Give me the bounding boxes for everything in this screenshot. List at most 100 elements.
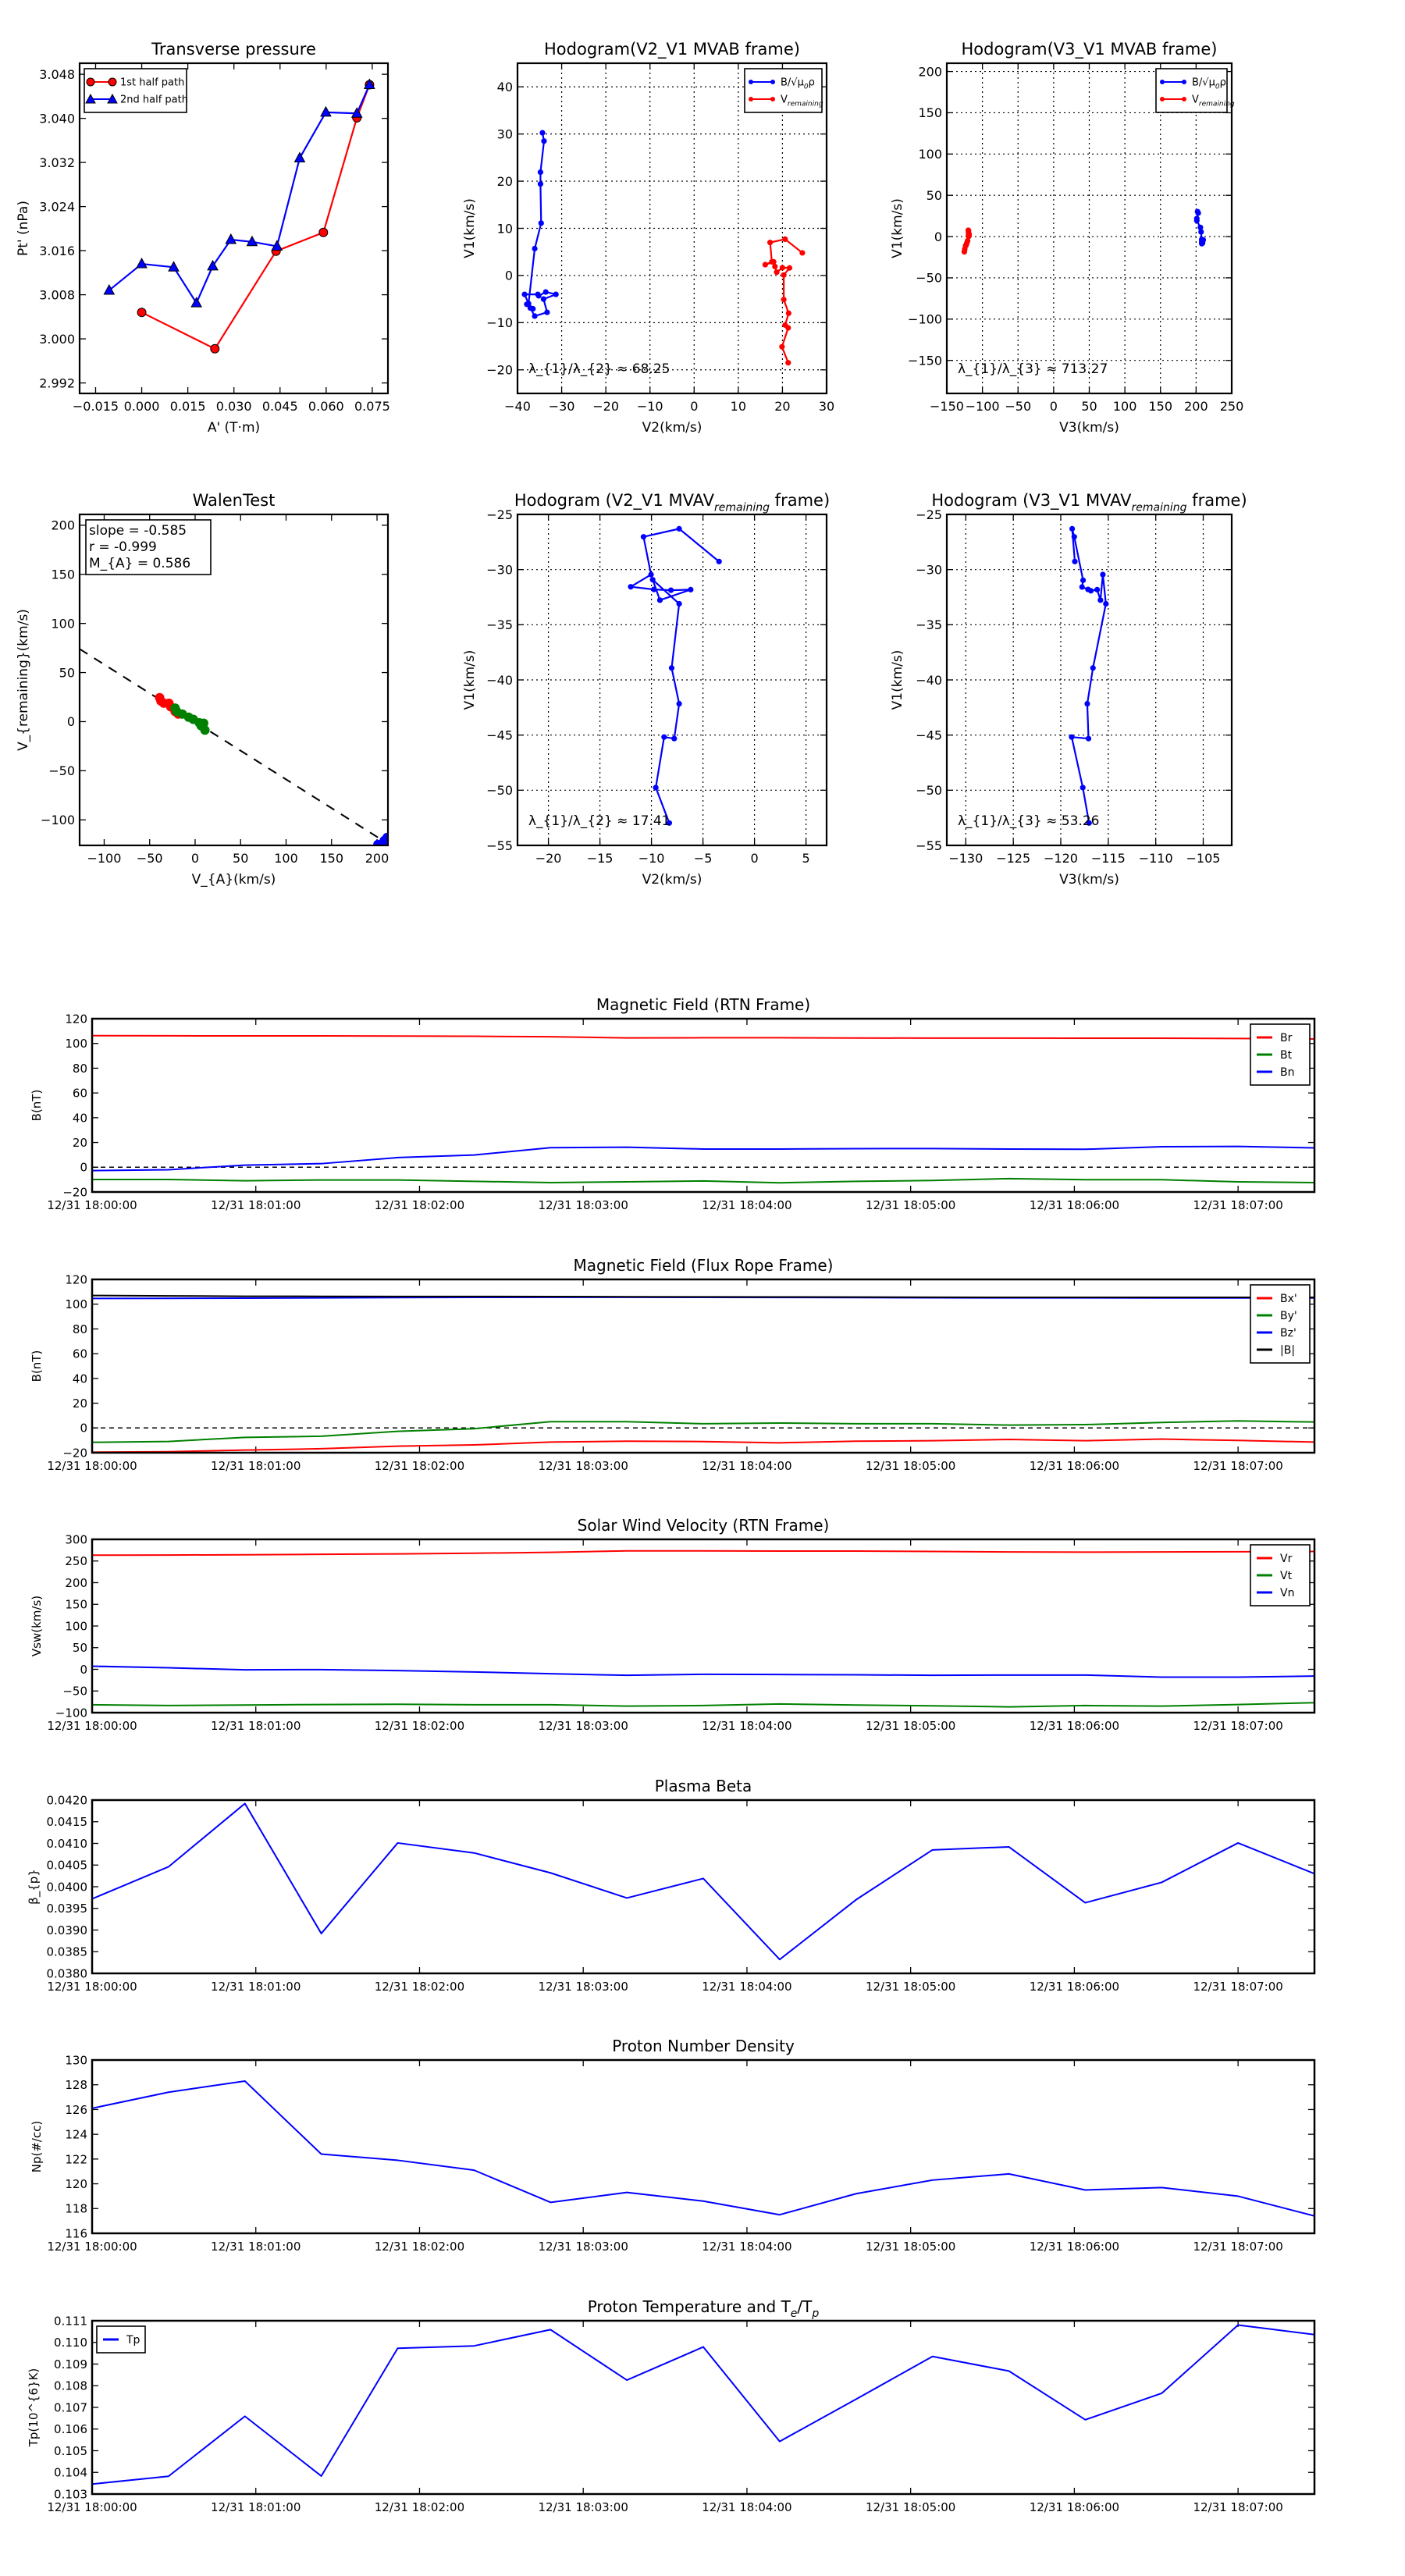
data-point-triangle [246, 235, 258, 247]
legend-item: By' [1257, 1310, 1297, 1322]
plot-area [92, 2324, 1314, 2485]
legend: B/√μ0ρ Vremaining​ [1155, 68, 1235, 113]
y-tick-label: 0.111 [54, 2314, 87, 2328]
x-tick-label: 12/31 18:01:00 [211, 2500, 301, 2514]
legend-label: Bz' [1280, 1327, 1297, 1340]
y-tick-label: 0.0390 [47, 1923, 88, 1937]
plot-area [80, 648, 388, 845]
y-tick-label: 250 [65, 1554, 87, 1568]
legend-box [84, 68, 187, 113]
series-line [92, 1145, 1314, 1172]
legend-item: Bz' [1257, 1327, 1297, 1340]
y-tick-label: 0 [67, 714, 75, 729]
y-tick-label: 100 [51, 616, 75, 631]
chart-title: Magnetic Field (Flux Rope Frame) [574, 1256, 834, 1275]
data-point-dot [1069, 734, 1075, 740]
series-np [92, 2080, 1314, 2217]
y-tick-label: 200 [65, 1576, 87, 1590]
y-tick-label: 100 [918, 147, 942, 162]
y-tick-label: 120 [65, 2177, 87, 2191]
x-tick-label: 12/31 18:00:00 [47, 1719, 137, 1733]
data-point-dot [785, 310, 791, 316]
y-tick-label: 128 [65, 2078, 87, 2092]
x-tick-label: 12/31 18:07:00 [1193, 1719, 1282, 1733]
legend-label: Vn [1280, 1587, 1294, 1599]
x-tick-label: 12/31 18:00:00 [47, 1980, 137, 1994]
x-tick-label: −30 [549, 399, 575, 414]
chart-title: Hodogram(V2_V1 MVAB frame) [544, 40, 800, 59]
data-point-dot [649, 577, 656, 583]
y-tick-label: −50 [916, 783, 942, 798]
y-tick-label: −45 [916, 728, 942, 742]
series-v-remaining- [762, 236, 806, 366]
legend-label: Vremaining​ [781, 94, 823, 109]
x-tick-label: 0.060 [308, 399, 344, 414]
x-tick-label: −130 [948, 851, 983, 866]
chart-solar-wind-velocity: 12/31 18:00:00 12/31 18:01:00 12/31 18:02:… [30, 1516, 1316, 1733]
legend-box [744, 68, 823, 113]
data-point-triangle [364, 78, 375, 90]
data-point-dot [1090, 665, 1096, 671]
y-tick-label: 0.0410 [47, 1837, 88, 1851]
y-tick-label: 3.008 [39, 287, 75, 302]
statistics-line: M_{A} = 0.586 [89, 556, 190, 571]
series-vn [92, 1665, 1314, 1678]
y-tick-label: 30 [497, 126, 513, 141]
plot-frame [945, 62, 1233, 395]
series-line [92, 1420, 1314, 1443]
data-point-dot [640, 534, 647, 540]
y-tick-label: 0 [934, 229, 942, 244]
y-tick-label: −100 [908, 312, 942, 327]
y-tick-label: 126 [65, 2103, 87, 2117]
legend-marker-dot [749, 97, 753, 101]
x-tick-label: 12/31 18:07:00 [1193, 2240, 1282, 2254]
plot-area [1069, 525, 1109, 826]
legend-label: 1st half path [120, 77, 184, 89]
legend: Bx' By' Bz' |B| [1250, 1284, 1311, 1364]
y-tick-label: 0.107 [54, 2400, 87, 2414]
x-tick-label: −100 [966, 399, 1000, 414]
chart-title: Solar Wind Velocity (RTN Frame) [578, 1516, 830, 1535]
legend-label: By' [1280, 1310, 1297, 1322]
legend-item: Tp [103, 2334, 140, 2347]
legend-label: Br [1280, 1032, 1293, 1044]
series-vr [92, 1550, 1314, 1557]
data-point-dot [1103, 600, 1109, 607]
chart-title: Transverse pressure [151, 40, 316, 59]
series-vt [92, 1702, 1314, 1708]
y-tick-label: −100 [55, 1706, 87, 1720]
x-tick-label: 12/31 18:00:00 [47, 2240, 137, 2254]
data-point-dot [785, 325, 791, 331]
x-tick-label: 12/31 18:01:00 [211, 1459, 301, 1473]
plot-area [961, 208, 1207, 255]
y-tick-label: 50 [73, 1641, 87, 1655]
y-tick-label: −20 [62, 1185, 87, 1199]
x-tick-label: 0 [191, 851, 199, 866]
legend: B/√μ0ρ Vremaining​ [744, 68, 823, 113]
legend-marker-dot [1160, 97, 1165, 101]
data-point-dot [676, 700, 682, 707]
data-point-dot [666, 820, 673, 826]
chart-hodogram-v2-v1-mvab: −40 −30 −20 −10 0 10 20 30 −20 −10 0 10 20 30 40 Hodogr… [462, 40, 834, 436]
x-tick-label: 200 [1184, 399, 1208, 414]
series-bt [92, 1177, 1314, 1184]
x-tick-label: 12/31 18:04:00 [702, 2500, 791, 2514]
data-point-dot [1199, 238, 1206, 245]
x-tick-label: 12/31 18:06:00 [1030, 1198, 1119, 1212]
y-axis-label: B(nT) [30, 1090, 44, 1122]
y-tick-label: 0 [505, 269, 513, 283]
legend: Br Bt Bn [1250, 1023, 1311, 1086]
plot-frame [91, 1017, 1316, 1194]
data-point-circle [137, 308, 147, 318]
data-point-dot [1080, 785, 1086, 791]
data-point-dot [667, 587, 674, 593]
data-point-dot [1087, 588, 1094, 594]
y-tick-label: −45 [486, 728, 513, 742]
legend-item: 2nd half path [85, 93, 188, 106]
y-tick-label: 3.032 [39, 155, 75, 170]
x-tick-label: −150 [930, 399, 964, 414]
chart-title: Plasma Beta [655, 1777, 752, 1795]
series-line [92, 1034, 1314, 1041]
y-tick-label: 0.110 [54, 2336, 87, 2350]
